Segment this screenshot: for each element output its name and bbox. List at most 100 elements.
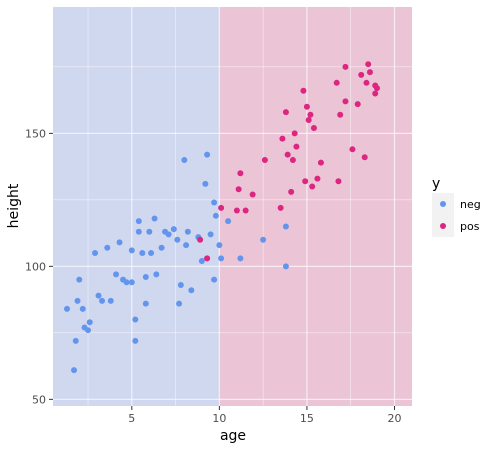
point-neg bbox=[142, 300, 149, 307]
point-neg bbox=[158, 244, 165, 251]
point-pos bbox=[310, 125, 317, 132]
point-neg bbox=[104, 244, 111, 251]
point-pos bbox=[291, 130, 298, 137]
y-tick-label: 150 bbox=[25, 127, 46, 140]
point-neg bbox=[139, 250, 146, 257]
point-neg bbox=[148, 250, 155, 257]
x-tick-label: 10 bbox=[212, 412, 226, 425]
point-pos bbox=[249, 191, 256, 198]
y-axis-title: height bbox=[6, 183, 22, 228]
point-pos bbox=[235, 186, 242, 193]
point-pos bbox=[279, 135, 286, 142]
point-neg bbox=[132, 316, 139, 323]
point-pos bbox=[335, 178, 342, 185]
point-pos bbox=[373, 85, 380, 92]
point-neg bbox=[64, 305, 71, 312]
legend-keys: neg pos bbox=[432, 193, 481, 237]
point-neg bbox=[99, 297, 106, 304]
point-neg bbox=[151, 215, 158, 222]
point-pos bbox=[242, 207, 249, 214]
point-pos bbox=[261, 156, 268, 163]
point-pos bbox=[314, 175, 321, 182]
point-neg bbox=[184, 228, 191, 235]
point-pos bbox=[349, 146, 356, 153]
y-tick-label: 100 bbox=[25, 260, 46, 273]
point-pos bbox=[218, 204, 225, 211]
point-pos bbox=[288, 188, 295, 195]
point-neg bbox=[260, 236, 267, 243]
point-pos bbox=[342, 63, 349, 70]
point-neg bbox=[225, 218, 232, 225]
point-neg bbox=[86, 319, 93, 326]
point-pos bbox=[358, 71, 365, 78]
legend-label-pos: pos bbox=[460, 220, 480, 233]
point-pos bbox=[361, 154, 368, 161]
point-pos bbox=[284, 151, 291, 158]
point-pos bbox=[307, 111, 314, 118]
point-neg bbox=[135, 228, 142, 235]
point-neg bbox=[71, 367, 78, 374]
point-pos bbox=[197, 236, 204, 243]
point-pos bbox=[277, 204, 284, 211]
point-pos bbox=[293, 143, 300, 150]
point-pos bbox=[289, 156, 296, 163]
point-pos bbox=[305, 117, 312, 124]
legend-dot-neg bbox=[440, 201, 446, 207]
point-neg bbox=[216, 242, 223, 249]
x-tick-label: 5 bbox=[128, 412, 135, 425]
x-tick-label: 15 bbox=[300, 412, 314, 425]
point-neg bbox=[212, 212, 219, 219]
point-pos bbox=[233, 207, 240, 214]
point-pos bbox=[365, 61, 372, 68]
point-pos bbox=[337, 111, 344, 118]
point-neg bbox=[95, 292, 102, 299]
legend-dot-pos bbox=[440, 223, 446, 229]
legend-title: y bbox=[432, 176, 440, 192]
point-pos bbox=[366, 69, 373, 76]
point-neg bbox=[198, 258, 205, 265]
point-pos bbox=[309, 183, 316, 190]
point-neg bbox=[165, 231, 172, 238]
point-neg bbox=[170, 226, 177, 233]
point-neg bbox=[116, 239, 123, 246]
point-neg bbox=[123, 279, 130, 286]
point-neg bbox=[204, 151, 211, 158]
point-neg bbox=[183, 242, 190, 249]
point-pos bbox=[342, 98, 349, 105]
point-neg bbox=[202, 180, 209, 187]
point-neg bbox=[237, 255, 244, 262]
point-pos bbox=[354, 101, 361, 108]
point-neg bbox=[188, 287, 195, 294]
y-tick-label: 50 bbox=[32, 393, 46, 406]
point-neg bbox=[113, 271, 120, 278]
point-neg bbox=[79, 305, 86, 312]
point-pos bbox=[282, 109, 289, 116]
point-neg bbox=[282, 263, 289, 270]
point-neg bbox=[128, 279, 135, 286]
point-neg bbox=[74, 297, 81, 304]
point-neg bbox=[153, 271, 160, 278]
point-neg bbox=[146, 228, 153, 235]
data-points bbox=[64, 61, 380, 374]
point-neg bbox=[282, 223, 289, 230]
point-neg bbox=[72, 337, 79, 344]
point-pos bbox=[317, 159, 324, 166]
point-pos bbox=[237, 170, 244, 177]
point-neg bbox=[181, 156, 188, 163]
legend-label-neg: neg bbox=[460, 198, 481, 211]
point-pos bbox=[363, 79, 370, 86]
point-neg bbox=[174, 236, 181, 243]
gridlines bbox=[53, 7, 412, 406]
point-neg bbox=[211, 276, 218, 283]
point-pos bbox=[303, 103, 310, 110]
legend: y neg pos bbox=[432, 176, 481, 237]
axis-ticks: 5 10 15 20 50 100 150 bbox=[25, 127, 401, 425]
regions bbox=[53, 7, 412, 406]
point-neg bbox=[128, 247, 135, 254]
point-pos bbox=[204, 255, 211, 262]
point-neg bbox=[177, 281, 184, 288]
x-tick-label: 20 bbox=[387, 412, 401, 425]
point-neg bbox=[218, 255, 225, 262]
point-neg bbox=[142, 273, 149, 280]
